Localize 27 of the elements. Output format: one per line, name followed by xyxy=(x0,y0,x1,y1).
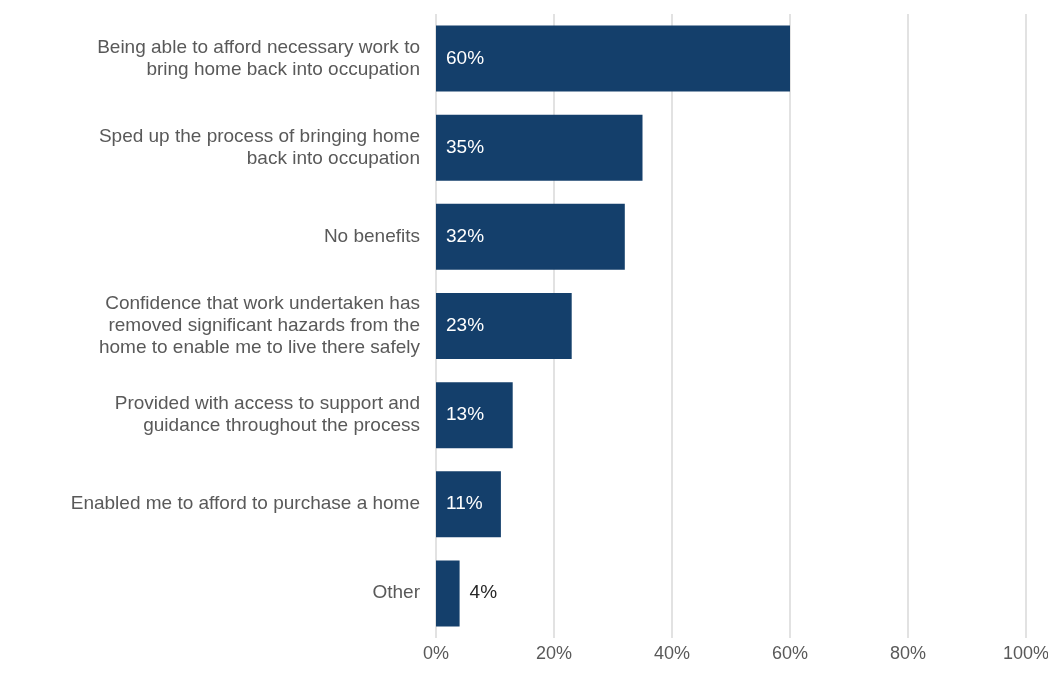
x-tick-label: 100% xyxy=(1002,642,1050,663)
data-label: 13% xyxy=(446,403,485,425)
data-label: 32% xyxy=(446,224,485,246)
y-tick-label: Confidence that work undertaken has removed significant hazards from the home to enable me to live there safely xyxy=(98,292,421,358)
bar xyxy=(436,293,572,360)
y-tick-label: Enabled me to afford to purchase a home xyxy=(70,492,420,514)
bar xyxy=(436,25,790,92)
data-label: 4% xyxy=(469,581,498,603)
data-label: 60% xyxy=(446,46,485,68)
y-tick-label: Being able to afford necessary work to bring home back into occupation xyxy=(97,35,420,79)
x-tick-label: 40% xyxy=(653,642,691,663)
data-label: 23% xyxy=(446,314,485,336)
data-label: 11% xyxy=(446,492,483,514)
bar xyxy=(436,114,643,181)
data-label: 35% xyxy=(446,135,485,157)
bar xyxy=(436,382,513,449)
x-tick-label: 20% xyxy=(535,642,573,663)
x-tick-label: 60% xyxy=(771,642,809,663)
bar xyxy=(436,203,625,270)
y-tick-label: No benefits xyxy=(323,224,420,246)
x-tick-label: 80% xyxy=(889,642,927,663)
y-tick-label: Sped up the process of bringing home back into occupation xyxy=(98,124,420,168)
bar xyxy=(436,471,501,538)
y-tick-label: Other xyxy=(372,581,421,603)
y-tick-label: Provided with access to support and guidance throughout the process xyxy=(114,392,420,436)
bar xyxy=(436,560,460,627)
x-tick-label: 0% xyxy=(422,642,450,663)
